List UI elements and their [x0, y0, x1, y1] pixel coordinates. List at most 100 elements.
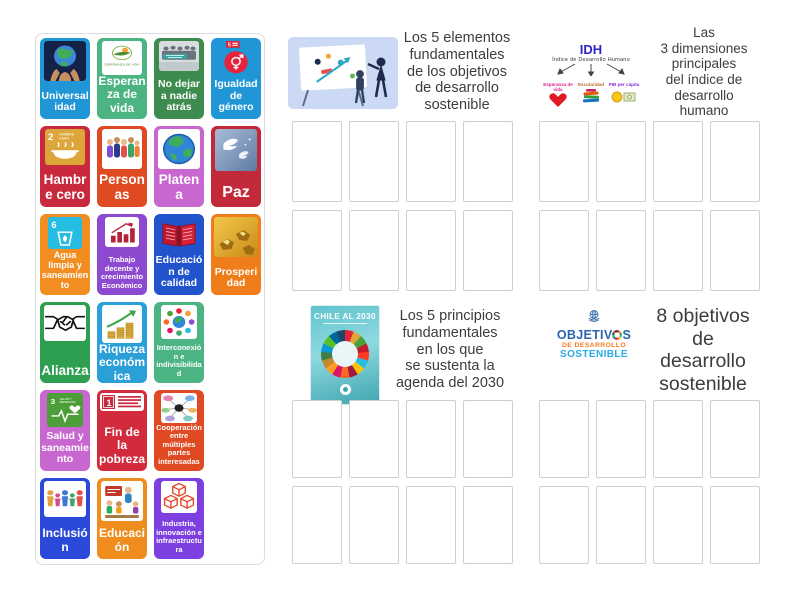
group-title: 8 objetivos de desarrollo sostenible: [656, 305, 750, 395]
drop-slot[interactable]: [710, 121, 760, 202]
tile-label: Igualdad de género: [214, 77, 258, 114]
group-4-slots: [539, 400, 760, 564]
idh-diagram-image: IDH Índice de Desarrollo Humano Esperanz…: [541, 42, 641, 108]
cover-divider: [323, 323, 367, 324]
drop-slot[interactable]: [596, 210, 646, 291]
tile-label: Platena: [158, 171, 200, 202]
drop-slot[interactable]: [596, 400, 646, 478]
svg-text:2: 2: [48, 132, 54, 142]
tile-sdg5-gender-equality[interactable]: 5 Igualdad de género: [211, 38, 261, 119]
tile-label: Trabajo decente y crecimiento Económico: [100, 255, 144, 290]
tile-gold-nuggets[interactable]: Prosperidad: [211, 214, 261, 295]
tile-people-illustration[interactable]: Personas: [97, 126, 147, 207]
drop-slot[interactable]: [653, 210, 703, 291]
tile-earth-in-hands[interactable]: Universalidad: [40, 38, 90, 119]
tile-sdg6-clean-water[interactable]: 6 Agua limpia y saneamiento: [40, 214, 90, 295]
drop-slot[interactable]: [463, 210, 513, 291]
presentation-illustration-image: [288, 37, 398, 109]
drop-slot[interactable]: [292, 486, 342, 564]
drop-slot[interactable]: [653, 121, 703, 202]
un-emblem-icon: [588, 310, 600, 322]
drop-slot[interactable]: [406, 121, 456, 202]
ods-logo-line1: OBJETIV S: [556, 328, 632, 342]
drop-slot[interactable]: [406, 210, 456, 291]
tile-label: Hambre cero: [43, 171, 87, 202]
idh-item-gdp: PIB per cápita: [608, 82, 640, 113]
ods-logo-line2: DE DESARROLLO: [561, 342, 627, 350]
idh-item-life-expectancy: Esperanza de vida: [542, 82, 574, 113]
tile-paper-people-chain[interactable]: Inclusión: [40, 478, 90, 559]
tile-label: Prosperidad: [214, 265, 258, 290]
tile-label: Educación: [98, 526, 146, 554]
drop-slot[interactable]: [463, 486, 513, 564]
drop-slot[interactable]: [349, 486, 399, 564]
drop-slot[interactable]: [596, 486, 646, 564]
earth-in-hands-icon: [44, 41, 86, 81]
tile-label: Interconexión e indivisibilidad: [156, 343, 202, 378]
tile-sdg3-health[interactable]: 3 SALUD Y BIENESTAR Salud y saneamiento: [40, 390, 90, 471]
tile-handshake[interactable]: Alianza: [40, 302, 90, 383]
group-title: Las 3 dimensiones principales del índice…: [660, 25, 748, 119]
drop-slot[interactable]: [539, 210, 589, 291]
tile-group-photo[interactable]: No dejar a nadie atrás: [154, 38, 204, 119]
tile-growth-chart[interactable]: Riqueza económica: [97, 302, 147, 383]
tile-label: Alianza: [41, 362, 89, 378]
tile-sdg1-banner[interactable]: 1 Fin de la pobreza: [97, 390, 147, 471]
drop-slot[interactable]: [653, 486, 703, 564]
drop-slot[interactable]: [292, 121, 342, 202]
drop-slot[interactable]: [463, 121, 513, 202]
svg-text:1: 1: [107, 398, 112, 408]
tile-sdg2-zero-hunger[interactable]: 2 HAMBRE CERO Hambre cero: [40, 126, 90, 207]
tile-cartoon-globe[interactable]: Platena: [154, 126, 204, 207]
drop-slot[interactable]: [710, 486, 760, 564]
drop-slot[interactable]: [406, 486, 456, 564]
tile-classroom-illustration[interactable]: Educación: [97, 478, 147, 559]
tile-sdg9-cubes[interactable]: Industria, innovación e infraestructura: [154, 478, 204, 559]
sdg-wheel-o-icon: [612, 330, 623, 340]
tile-open-book[interactable]: Educación de calidad: [154, 214, 204, 295]
drop-slot[interactable]: [539, 400, 589, 478]
drop-slot[interactable]: [653, 400, 703, 478]
drop-slot[interactable]: [539, 486, 589, 564]
tile-label: Salud y saneamiento: [41, 429, 89, 466]
tile-label: Cooperación entre múltiples partes inter…: [156, 423, 202, 466]
idh-item-schooling: Escolaridad: [575, 82, 607, 113]
open-book-icon: [159, 217, 199, 251]
tile-bar-chart-red[interactable]: Trabajo decente y crecimiento Económico: [97, 214, 147, 295]
tile-mind-map[interactable]: Cooperación entre múltiples partes inter…: [154, 390, 204, 471]
handshake-icon: [44, 305, 86, 341]
cover-badge-icon: [339, 384, 351, 395]
svg-text:ESPERANZA DE VIDA: ESPERANZA DE VIDA: [105, 63, 141, 67]
tile-label: Educación de calidad: [155, 253, 203, 290]
drop-slot[interactable]: [710, 210, 760, 291]
drop-slot[interactable]: [463, 400, 513, 478]
tile-tray: Universalidad ESPERANZA DE VIDA Esperanza …: [35, 33, 265, 565]
tile-doves-photo[interactable]: Paz: [211, 126, 261, 207]
tile-life-expectancy-logo[interactable]: ESPERANZA DE VIDA Esperanza de vida: [97, 38, 147, 119]
gold-nuggets-icon: [214, 217, 258, 257]
drop-slot[interactable]: [710, 400, 760, 478]
svg-text:5: 5: [228, 43, 231, 49]
group-title: Los 5 elementos fundamentales de los obj…: [403, 30, 511, 114]
tile-label: Personas: [99, 171, 145, 202]
idh-arrows: [557, 63, 625, 77]
sdg5-gender-equality-icon: 5: [218, 41, 254, 75]
tile-sdg-circle-people[interactable]: Interconexión e indivisibilidad: [154, 302, 204, 383]
drop-slot[interactable]: [596, 121, 646, 202]
people-illustration-icon: [102, 129, 142, 169]
drop-slot[interactable]: [539, 121, 589, 202]
drop-slot[interactable]: [349, 121, 399, 202]
drop-slot[interactable]: [292, 210, 342, 291]
svg-text:CERO: CERO: [59, 137, 70, 141]
drop-slot[interactable]: [349, 210, 399, 291]
paper-people-chain-icon: [44, 481, 86, 517]
sdg3-health-icon: 3 SALUD Y BIENESTAR: [47, 393, 83, 427]
sdg-color-wheel-icon: [321, 330, 369, 378]
drop-slot[interactable]: [292, 400, 342, 478]
drop-slot[interactable]: [349, 400, 399, 478]
tile-label: Esperanza de vida: [98, 74, 146, 115]
sdg6-clean-water-icon: 6: [48, 217, 82, 249]
drop-slot[interactable]: [406, 400, 456, 478]
tile-label: No dejar a nadie atrás: [157, 77, 200, 114]
sdg2-zero-hunger-icon: 2 HAMBRE CERO: [45, 129, 85, 165]
